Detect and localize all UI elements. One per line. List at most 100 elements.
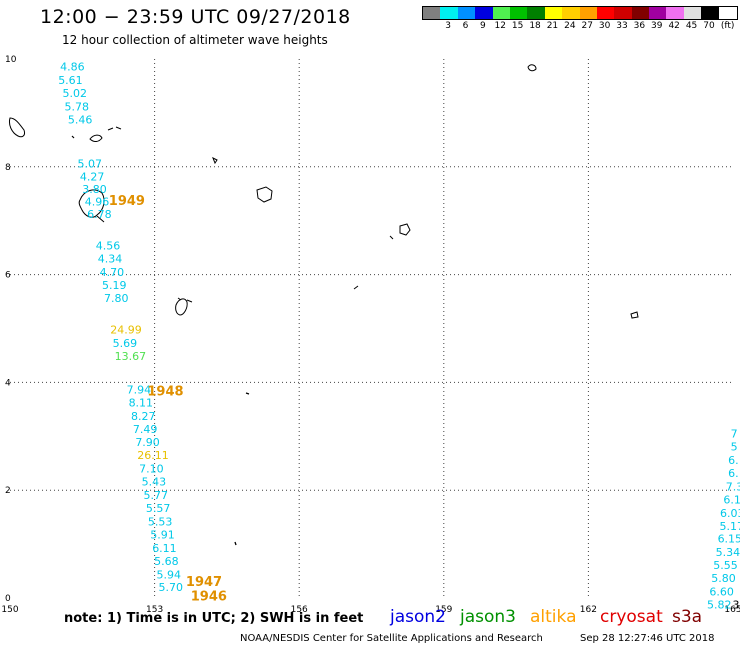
legend-swatch <box>440 7 458 19</box>
island-outline <box>527 64 537 72</box>
wave-height-label: 5.57 <box>146 502 171 515</box>
wave-height-label: 4.96 <box>85 195 110 208</box>
legend-label: 18 <box>529 21 541 31</box>
wave-height-label: 7.3 <box>726 480 740 493</box>
wave-height-label: 5.77 <box>144 489 169 502</box>
wave-height-labels: 4.865.615.025.785.465.074.273.804.966.78… <box>58 61 740 612</box>
legend-label: 30 <box>598 21 611 31</box>
legend-label: 3 <box>445 21 451 31</box>
wave-height-label: 4.70 <box>100 266 125 279</box>
wave-height-label: 7.94 <box>127 383 152 396</box>
credit-line: NOAA/NESDIS Center for Satellite Applica… <box>240 633 543 644</box>
legend-labels: 3 6 9 12 15 18 21 24 27 30 33 36 39 42 45 70 (ft) <box>422 21 738 31</box>
satellite-legend-cryosat: cryosat <box>600 607 663 627</box>
legend-label: 12 <box>494 21 506 31</box>
wave-height-label: 5.80 <box>711 572 736 585</box>
legend-label: 15 <box>511 21 524 31</box>
wave-height-label: 6.15 <box>718 533 740 546</box>
legend-swatch <box>596 7 615 19</box>
legend-label: 70 <box>703 21 715 31</box>
wave-height-label: 5.19 <box>102 279 127 292</box>
wave-height-label: 6. <box>728 454 739 467</box>
wave-height-label: 7 <box>731 428 738 441</box>
wave-height-label: 5.43 <box>142 476 167 489</box>
lat-lon-grid: 150 153 156 159 162 165 10 8 6 4 2 0 <box>1 55 740 615</box>
wave-height-label: 5.02 <box>63 87 87 100</box>
wave-height-label: 5.61 <box>58 74 82 87</box>
island-outline <box>89 134 103 142</box>
wave-height-label: 4.34 <box>98 252 123 265</box>
x-tick-label: 165 <box>724 605 740 615</box>
pass-time-label: 1946 <box>191 589 227 604</box>
wave-height-label: 6.60 <box>709 586 734 599</box>
wave-height-label: 8.11 <box>129 396 154 409</box>
wave-height-label: 6.78 <box>87 208 112 221</box>
island-outline <box>245 392 250 395</box>
wave-height-label: 5.78 <box>64 100 89 113</box>
island-outline <box>234 541 237 546</box>
wave-height-label: 24.99 <box>110 324 142 337</box>
y-tick-label: 8 <box>5 163 11 173</box>
legend-swatch <box>614 7 632 19</box>
legend-swatch <box>509 7 528 19</box>
footer-note: note: 1) Time is in UTC; 2) SWH is in fe… <box>64 611 364 626</box>
wave-height-label: 7.90 <box>135 436 160 449</box>
legend-label: 42 <box>668 21 680 31</box>
legend-swatches <box>422 6 738 20</box>
wave-height-label: 5.70 <box>158 581 183 594</box>
wave-height-label: 5.46 <box>68 113 93 126</box>
color-scale-legend: 3 6 9 12 15 18 21 24 27 30 33 36 39 42 45 70 (ft) <box>422 6 738 31</box>
wave-height-label: 5.07 <box>77 158 102 171</box>
legend-label: 9 <box>480 21 486 31</box>
wave-height-label: 5.17 <box>720 520 740 533</box>
legend-swatch <box>666 7 684 19</box>
wave-height-label: 5.55 <box>713 559 738 572</box>
legend-swatch <box>649 7 667 19</box>
legend-swatch <box>579 7 597 19</box>
satellite-legend-jason2: jason2 <box>390 607 446 627</box>
satellite-legend-jason3: jason3 <box>460 607 516 627</box>
y-tick-label: 2 <box>5 486 11 496</box>
satellite-legend-s3a: s3a <box>672 607 703 627</box>
wave-height-label: 6.11 <box>152 542 177 555</box>
wave-height-label: 5.53 <box>148 515 173 528</box>
island-outlines <box>9 64 639 546</box>
legend-label: 6 <box>462 21 469 31</box>
x-tick-label: 153 <box>146 605 163 615</box>
wave-height-label: 6. <box>728 467 739 480</box>
wave-height-label: 3 <box>733 598 740 611</box>
island-outline <box>389 235 394 240</box>
wave-height-label: 5.94 <box>157 568 182 581</box>
island-outline <box>9 117 25 138</box>
x-tick-label: 162 <box>580 605 597 615</box>
island-outline <box>96 215 105 223</box>
map-title: 12:00 − 23:59 UTC 09/27/2018 <box>40 6 351 28</box>
legend-label: (ft) <box>720 21 735 31</box>
legend-label: 33 <box>616 21 628 31</box>
island-outline <box>212 156 218 165</box>
island-outline <box>78 189 105 218</box>
wave-height-label: 7.10 <box>139 463 164 476</box>
island-outline <box>630 311 639 319</box>
legend-swatch <box>562 7 580 19</box>
legend-swatch <box>631 7 650 19</box>
island-outline <box>175 298 188 316</box>
legend-swatch <box>423 7 441 19</box>
legend-swatch <box>527 7 545 19</box>
wave-height-label: 13.67 <box>115 350 146 363</box>
wave-height-label: 5.69 <box>113 337 138 350</box>
wave-height-label: 4.56 <box>96 239 121 252</box>
map-subtitle: 12 hour collection of altimeter wave hei… <box>62 33 328 47</box>
y-tick-label: 4 <box>5 378 11 388</box>
legend-swatch <box>457 7 476 19</box>
island-outline <box>399 223 411 236</box>
pass-time-label: 1947 <box>186 575 222 590</box>
legend-swatch <box>683 7 702 19</box>
wave-height-label: 5 <box>731 441 738 454</box>
island-outline <box>177 297 193 303</box>
x-tick-label: 159 <box>435 605 452 615</box>
wave-height-label: 5.91 <box>150 528 175 541</box>
generated-timestamp: Sep 28 12:27:46 UTC 2018 <box>580 633 715 644</box>
